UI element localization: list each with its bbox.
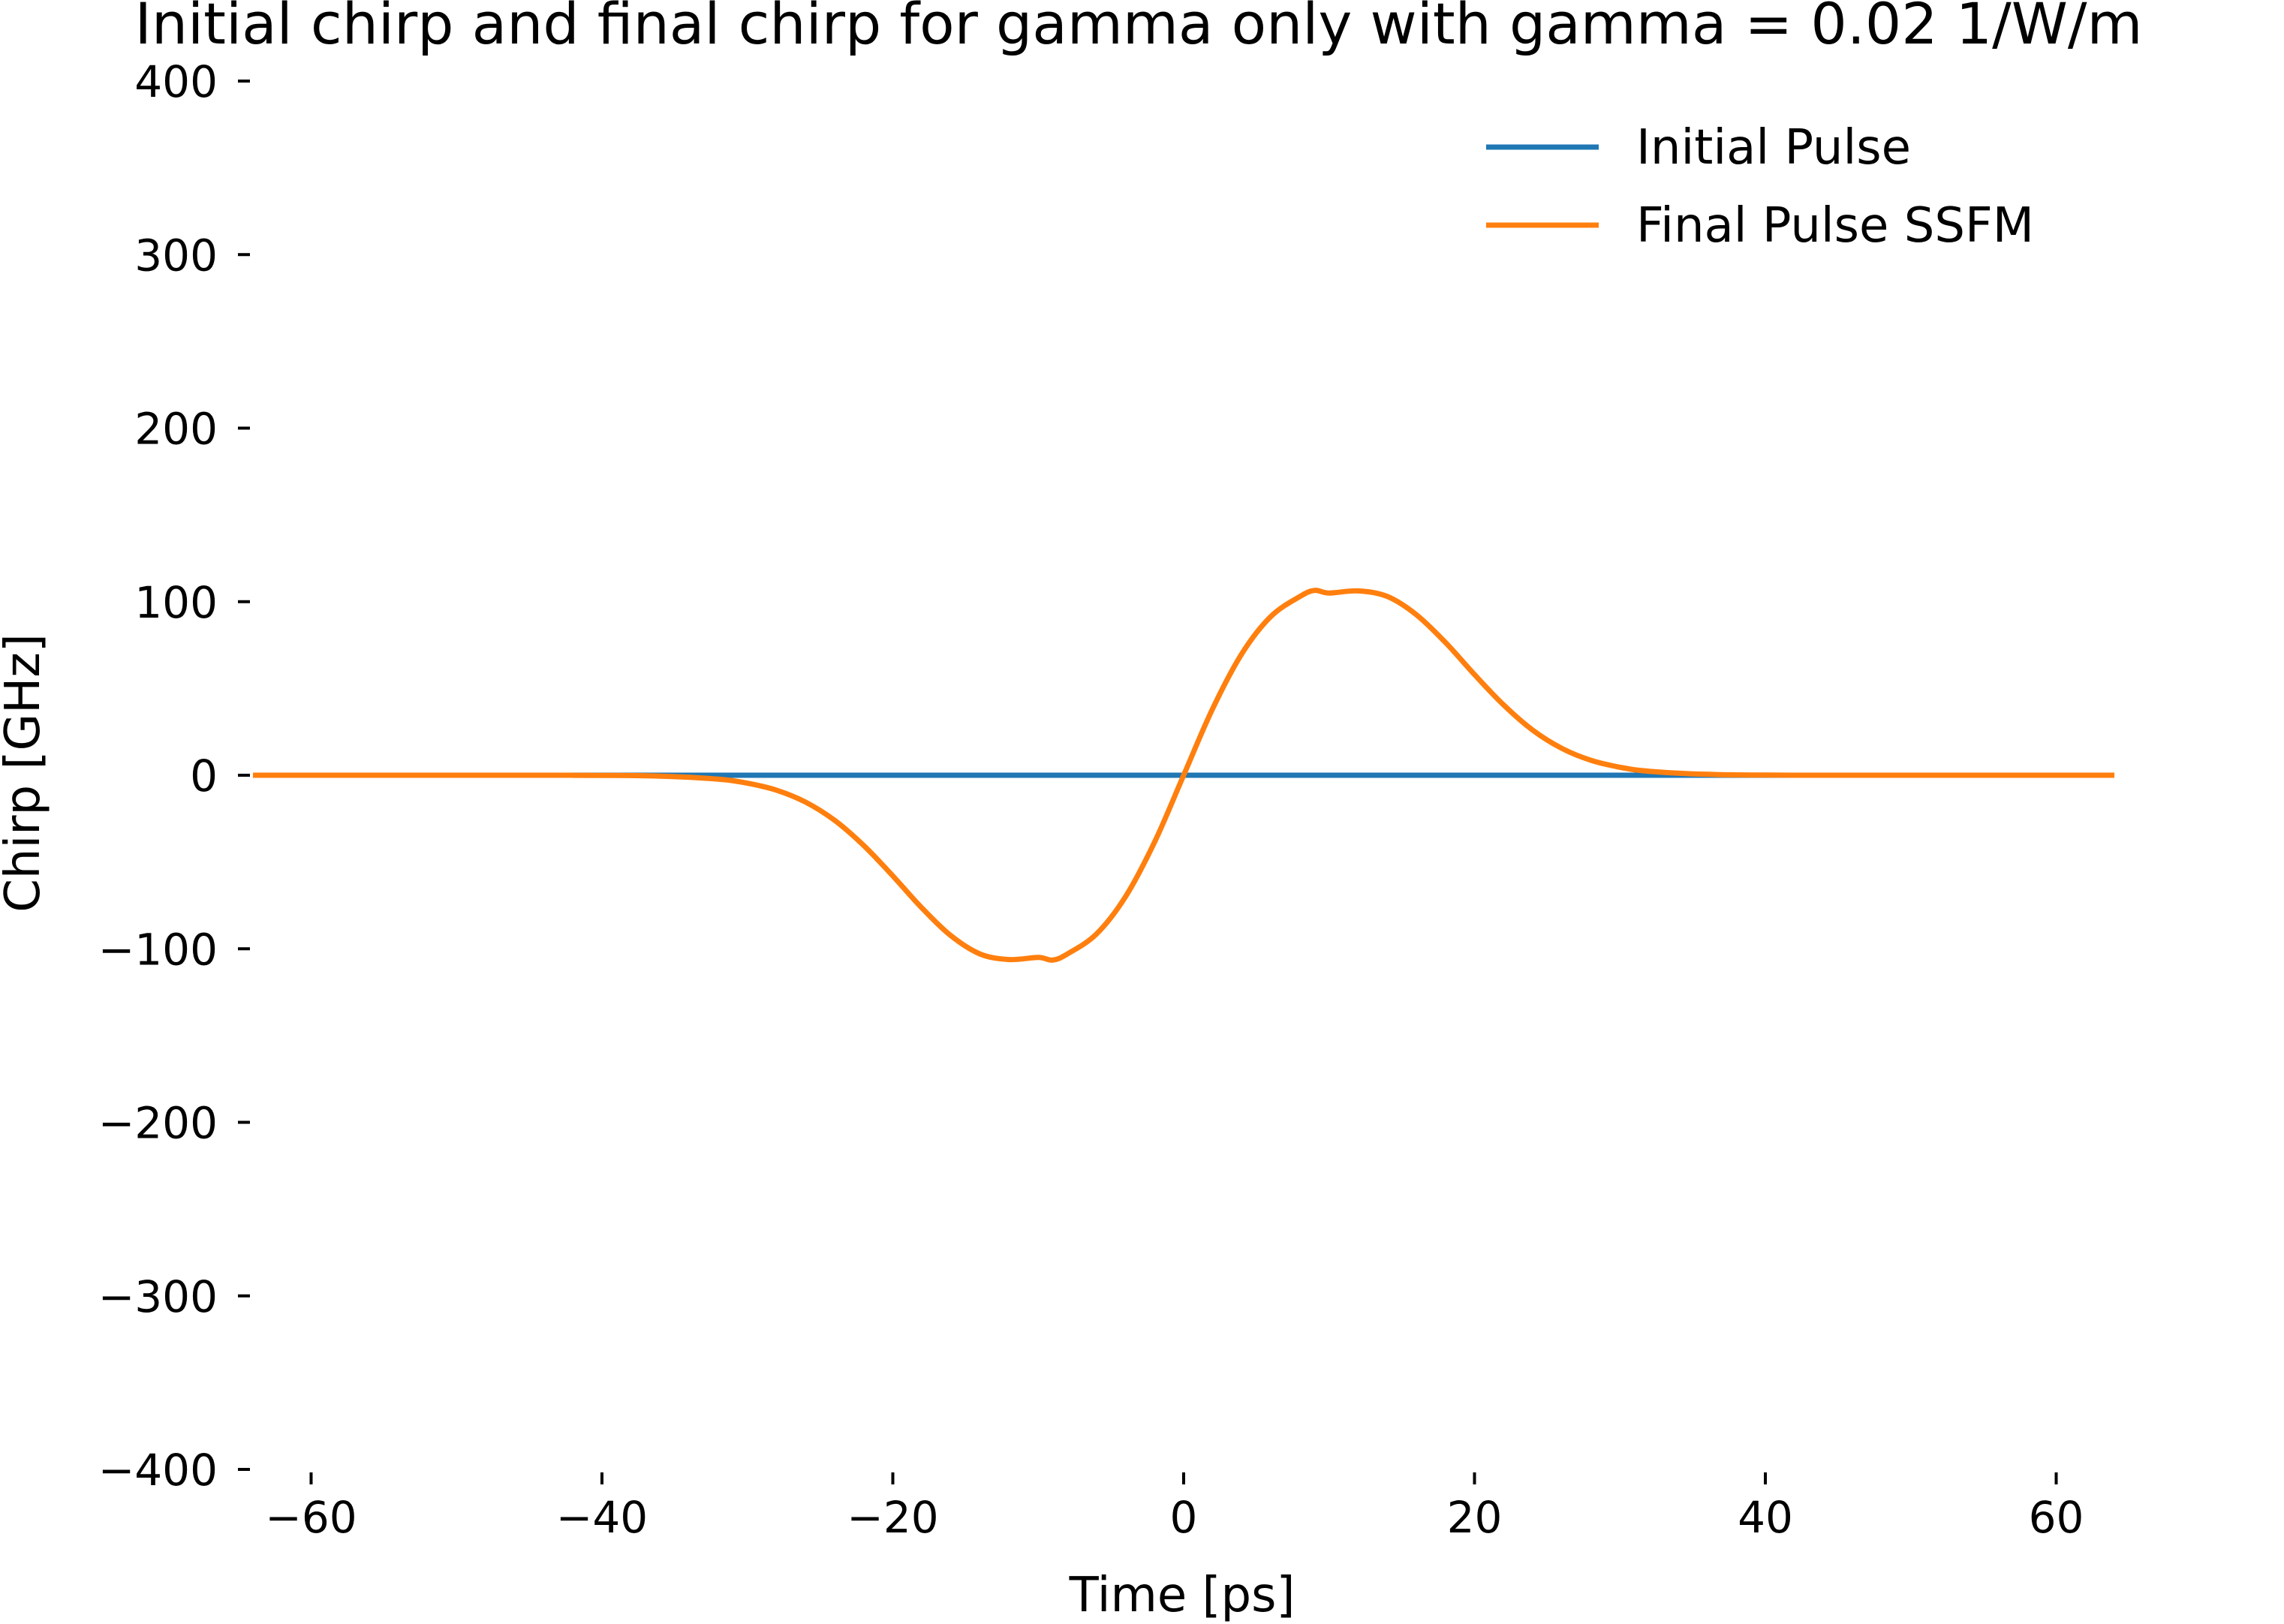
x-tick-label: −20 bbox=[847, 1492, 938, 1543]
x-tick-label: 20 bbox=[1447, 1492, 1503, 1543]
y-axis: 400 300 200 100 0 −100 −200 −300 −400 bbox=[98, 56, 250, 1496]
x-tick-label: −60 bbox=[265, 1492, 357, 1543]
x-tick-label: 40 bbox=[1738, 1492, 1793, 1543]
y-tick-label: −400 bbox=[98, 1445, 218, 1496]
chart-title: Initial chirp and final chirp for gamma … bbox=[134, 0, 2142, 57]
y-tick-label: −100 bbox=[98, 924, 218, 975]
y-tick-label: 200 bbox=[134, 404, 218, 455]
y-tick-label: 0 bbox=[190, 750, 218, 801]
y-tick-label: −200 bbox=[98, 1098, 218, 1149]
y-axis-label: Chirp [GHz] bbox=[0, 633, 51, 913]
y-tick-label: 100 bbox=[134, 577, 218, 628]
x-tick-label: −40 bbox=[556, 1492, 648, 1543]
plot-lines bbox=[252, 588, 2114, 963]
x-tick-label: 60 bbox=[2029, 1492, 2084, 1543]
x-axis: −60 −40 −20 0 20 40 60 bbox=[265, 1472, 2084, 1543]
x-axis-label: Time [ps] bbox=[1069, 1568, 1295, 1623]
y-tick-label: −300 bbox=[98, 1271, 218, 1322]
x-tick-label: 0 bbox=[1170, 1492, 1198, 1543]
y-tick-label: 300 bbox=[134, 230, 218, 281]
legend: Initial Pulse Final Pulse SSFM bbox=[1486, 120, 2034, 254]
y-tick-label: 400 bbox=[134, 56, 218, 107]
series-line-final-pulse-ssfm bbox=[252, 588, 2114, 963]
legend-label: Final Pulse SSFM bbox=[1636, 198, 2034, 254]
legend-label: Initial Pulse bbox=[1636, 120, 1911, 176]
